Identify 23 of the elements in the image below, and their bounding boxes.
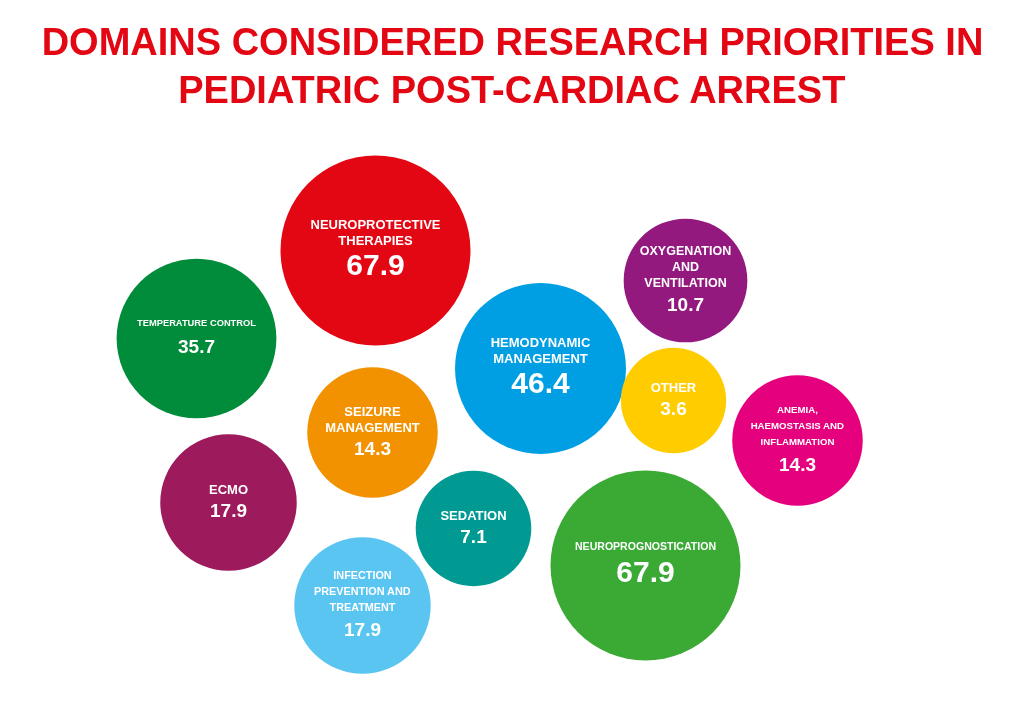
data-label: 67.9: [346, 247, 405, 281]
category-label: ECMO: [209, 482, 248, 497]
category-label: NEUROPROGNOSTICATION: [574, 539, 717, 552]
category-label: ANEMIA, HAEMOSTASIS AND INFLAMMATION: [750, 404, 845, 447]
data-label: 3.6: [660, 398, 687, 419]
data-label: 7.1: [460, 526, 488, 547]
category-label: INFECTION PREVENTION AND TREATMENT: [314, 569, 411, 613]
data-label: 14.3: [354, 438, 391, 459]
data-label: 17.9: [344, 619, 381, 640]
category-label: TEMPERATURE CONTROL: [136, 318, 257, 328]
data-label: 10.7: [667, 294, 704, 315]
category-label: NEUROPROTECTIVE THERAPIES: [310, 216, 441, 248]
text: DOMAINS CONSIDERED RESEARCH PRIORITIES IN PEDIATRIC POST-CARDIAC ARREST: [41, 20, 984, 111]
data-label: 35.7: [178, 336, 215, 357]
data-label: 14.3: [779, 454, 816, 475]
category-label: OTHER: [650, 380, 697, 395]
category-label: HEMODYNAMIC MANAGEMENT: [490, 334, 591, 366]
category-label: SEDATION: [440, 508, 507, 523]
category-label: OXYGENATION AND VENTILATION: [639, 244, 732, 290]
category-label: SEIZURE MANAGEMENT: [325, 404, 420, 435]
data-label: 67.9: [616, 554, 675, 588]
data-label: 46.4: [511, 365, 571, 399]
data-label: 17.9: [210, 500, 247, 521]
